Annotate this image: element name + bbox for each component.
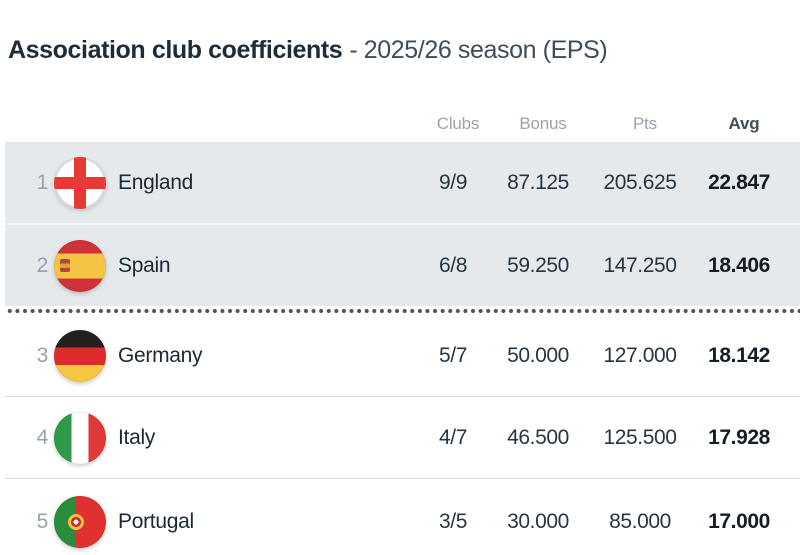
table-row[interactable]: 1 England 9/9 87.125 205.625 22.847 [5,142,800,223]
row-divider [5,396,800,397]
cutoff-dotted-line [5,308,800,313]
table-row[interactable]: 5 Portugal 3/5 30.000 85.000 17.000 [5,479,800,555]
row-divider [5,478,800,479]
avg-value: 17.928 [708,425,770,449]
row-divider [5,223,800,225]
bonus-value: 87.125 [507,170,569,194]
country-name: Germany [118,343,203,367]
table-row[interactable]: 3 Germany 5/7 50.000 127.000 18.142 [5,315,800,396]
flag-emblem [60,258,70,272]
qualification-cutoff-divider [5,306,800,315]
bonus-value: 46.500 [507,425,569,449]
avg-value: 18.406 [708,253,770,277]
spain-flag-icon [54,239,106,292]
clubs-value: 4/7 [439,425,467,449]
bonus-value: 59.250 [507,253,569,277]
page-title-season: - 2025/26 season (EPS) [349,36,608,64]
pts-value: 85.000 [609,510,671,533]
table-header-row: Clubs Bonus Pts Avg [5,112,800,136]
pts-value: 147.250 [603,253,677,277]
pts-value: 205.625 [603,170,677,194]
rank-cell: 3 [36,343,49,367]
table-row[interactable]: 2 Spain 6/8 59.250 147.250 18.406 [5,225,800,306]
rank-cell: 2 [36,253,49,277]
italy-flag-icon [54,411,106,464]
clubs-value: 5/7 [439,343,467,367]
avg-value: 17.000 [708,510,770,533]
avg-value: 22.847 [708,170,770,194]
flag-emblem [68,514,84,530]
country-name: Portugal [118,510,194,533]
portugal-flag-icon [54,496,106,548]
clubs-value: 6/8 [439,253,467,277]
rank-cell: 4 [36,425,49,449]
column-header-clubs: Clubs [436,114,480,133]
pts-value: 125.500 [603,425,677,449]
avg-value: 18.142 [708,343,770,367]
country-name: Italy [118,425,156,449]
bonus-value: 50.000 [507,343,569,367]
country-name: England [118,170,193,194]
germany-flag-icon [54,329,106,382]
clubs-value: 3/5 [439,510,467,533]
column-header-pts: Pts [633,114,657,133]
pts-value: 127.000 [603,343,677,367]
page-title-main: Association club coefficients [8,36,343,64]
england-flag-icon [54,156,106,209]
bonus-value: 30.000 [507,510,569,533]
country-name: Spain [118,253,171,277]
column-header-bonus: Bonus [519,114,567,133]
rank-cell: 1 [36,170,49,194]
table-row[interactable]: 4 Italy 4/7 46.500 125.500 17.928 [5,397,800,478]
coefficients-table: 1 England 9/9 87.125 205.625 22.847 2 Sp… [5,142,800,555]
clubs-value: 9/9 [439,170,467,194]
column-header-avg: Avg [728,114,760,133]
rank-cell: 5 [36,510,49,533]
page-title: Association club coefficients - 2025/26 s… [8,36,608,65]
